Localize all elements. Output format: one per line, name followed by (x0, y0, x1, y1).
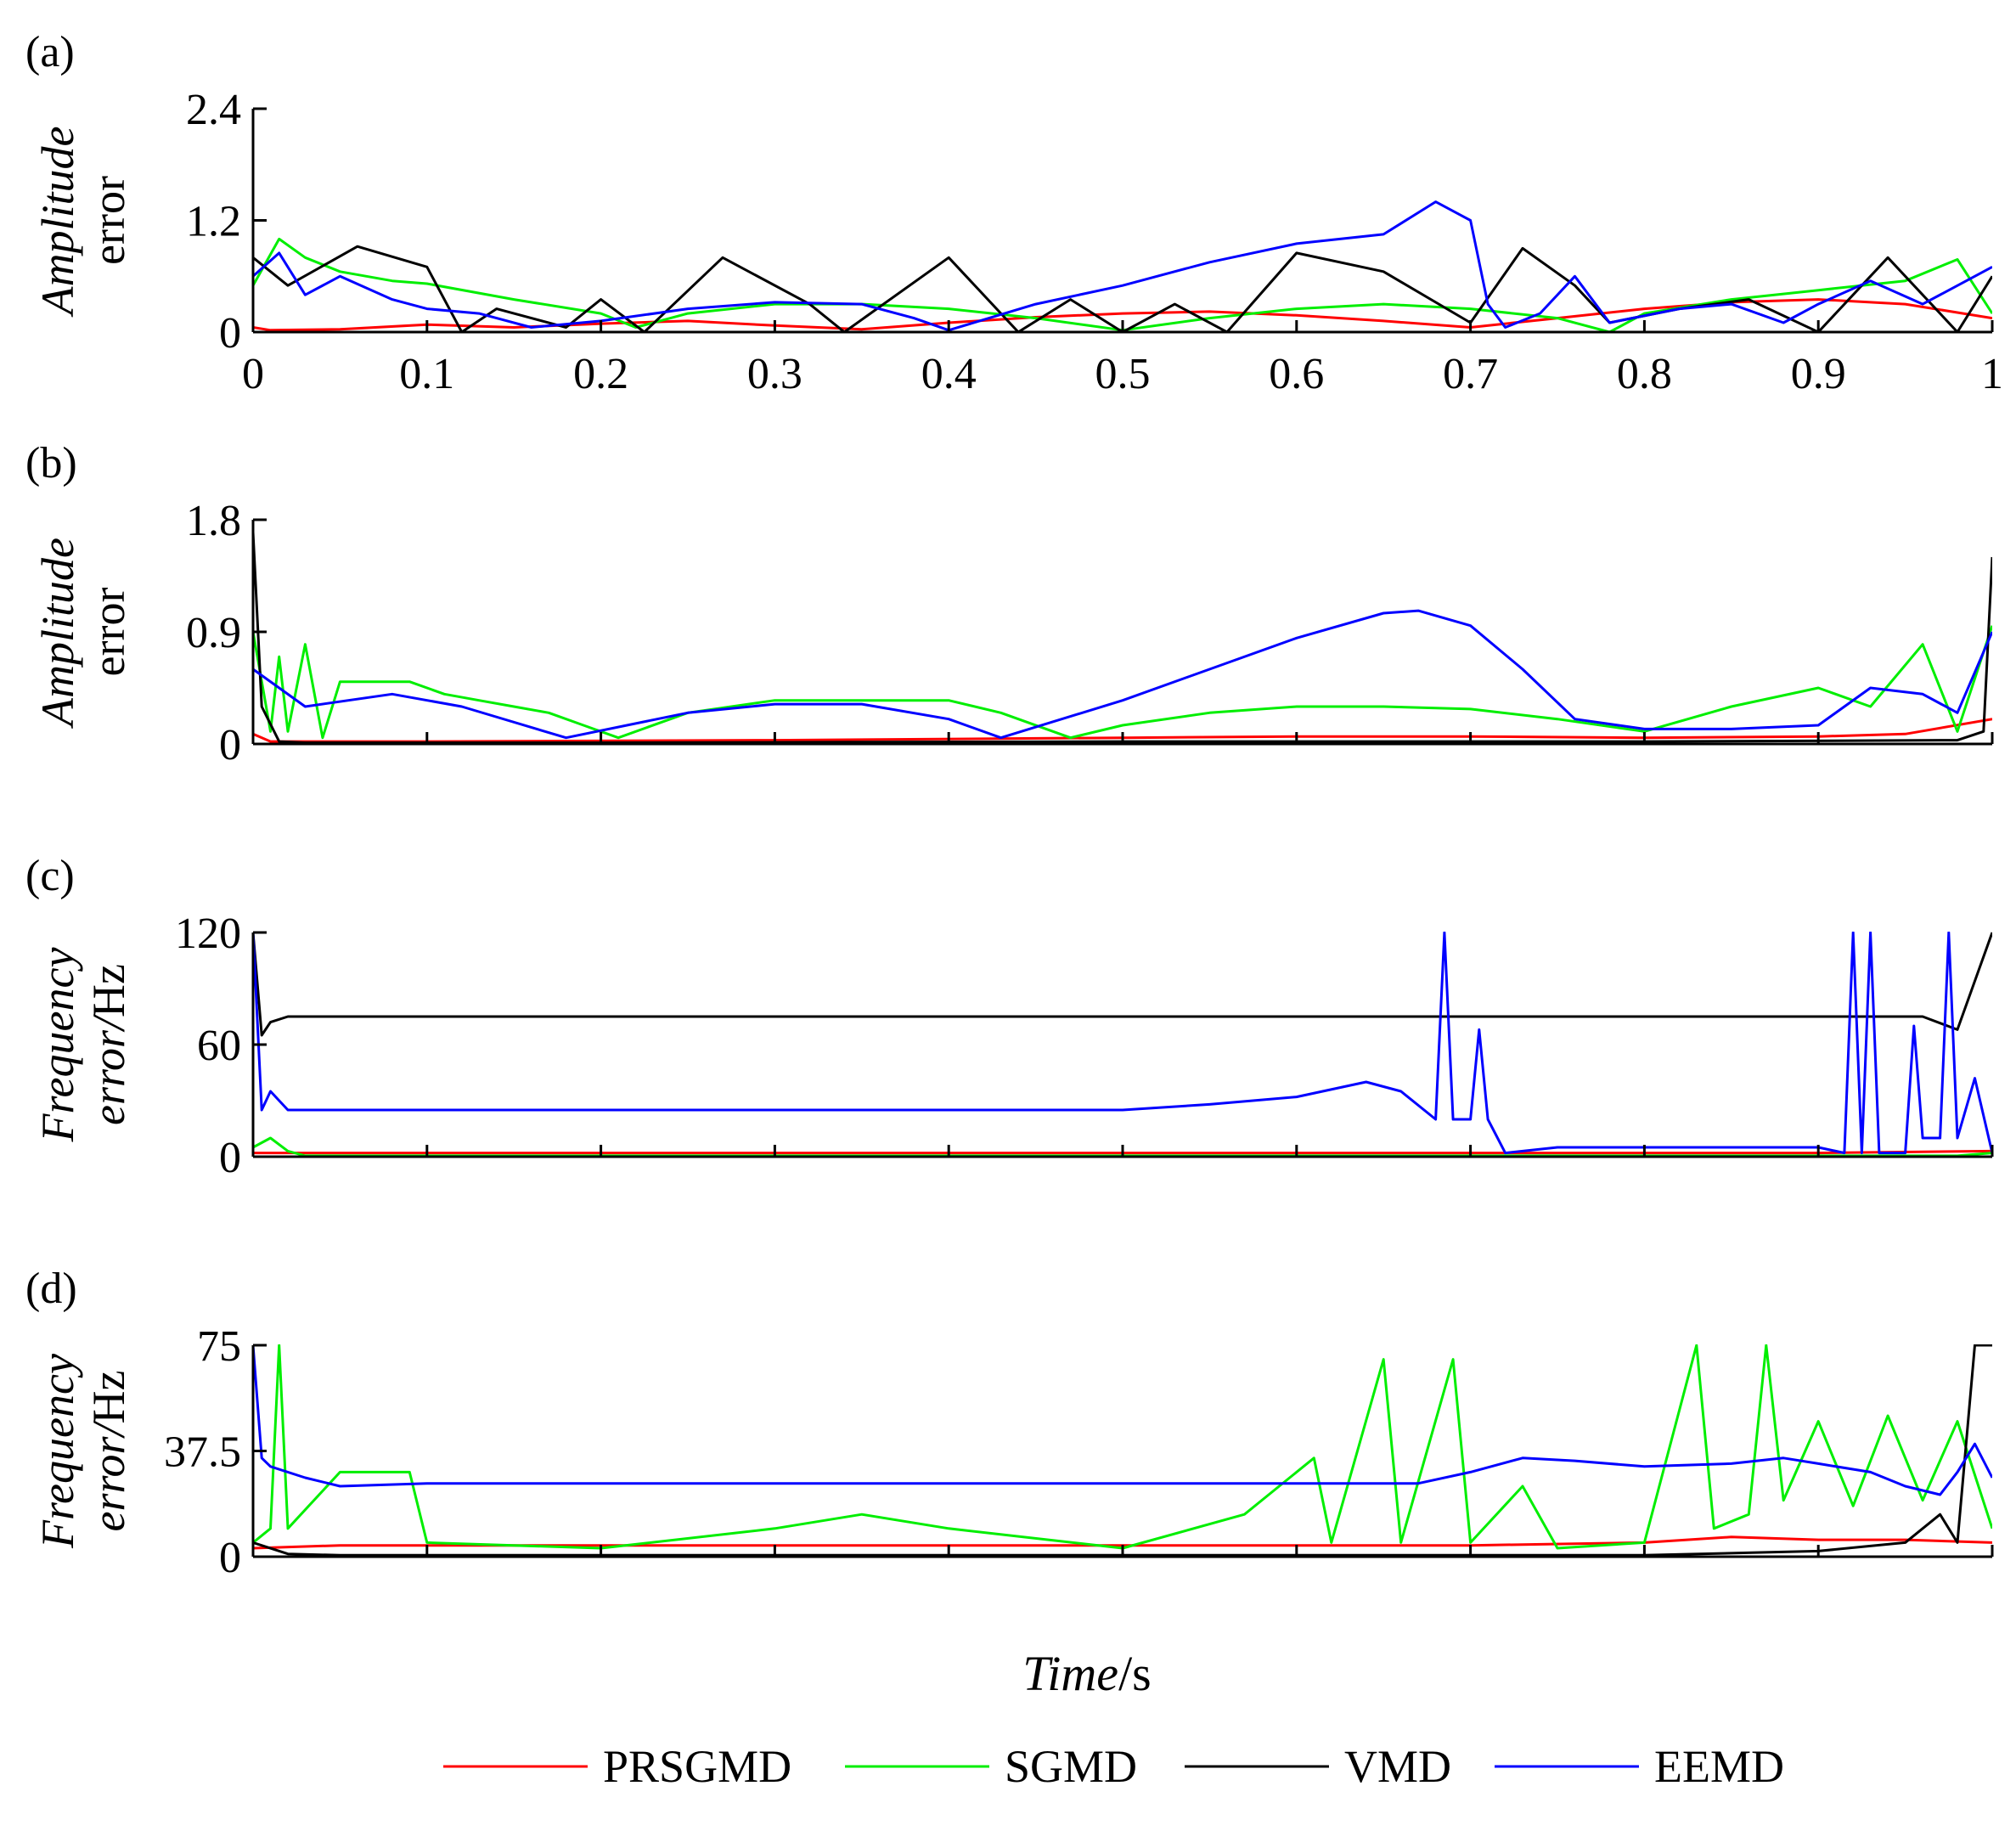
panel-label: (d) (25, 1265, 77, 1313)
series-line-sgmd (253, 1344, 1992, 1550)
legend-label: VMD (1344, 1741, 1451, 1792)
series-line-prsgmd (253, 1149, 1992, 1155)
series-line-eemd (253, 200, 1992, 332)
series-line-vmd (253, 932, 1992, 1037)
legend-item-eemd: EEMD (1495, 1741, 1784, 1792)
y-tick-label: 0 (219, 721, 241, 769)
x-tick-label: 0.4 (921, 350, 977, 398)
x-tick-label: 0.7 (1443, 350, 1498, 398)
x-tick-label: 0.6 (1269, 350, 1324, 398)
series-group (253, 932, 1992, 1158)
legend-item-vmd: VMD (1185, 1741, 1451, 1792)
panel-label: (b) (25, 439, 77, 487)
x-tick-label: 1 (1981, 350, 2003, 398)
y-axis-label-line2: error/Hz (83, 1371, 134, 1532)
y-tick-label: 1.2 (186, 198, 241, 246)
y-axis-label-line1: Frequency (32, 948, 83, 1143)
y-axis-label-line2-text: error (83, 588, 134, 677)
y-axis-label-line2: error (83, 176, 134, 265)
series-line-eemd (253, 1344, 1992, 1496)
panel-a: 0 1.2 2.4 0 0.1 0.2 0.3 0.4 0.5 0.6 0.7 0.8 0.9 1 (a) A… (25, 28, 2003, 398)
panel-label: (c) (25, 852, 75, 900)
panel-d: 0 37.5 75 (d) Frequency error/Hz (25, 1265, 1994, 1582)
legend: PRSGMD SGMD VMD EEMD (443, 1741, 1784, 1792)
x-tick-label: 0 (242, 350, 264, 398)
y-tick-label: 120 (175, 910, 241, 958)
y-tick-label: 0 (219, 309, 241, 358)
y-tick-label: 1.8 (186, 497, 241, 545)
y-axis-label-line2-text: error/ (83, 1419, 134, 1531)
y-tick-label: 0 (219, 1134, 241, 1182)
series-line-prsgmd (253, 1535, 1992, 1550)
y-axis-label-line1: Frequency (32, 1354, 83, 1549)
x-axis-label: Time/s (1022, 1646, 1152, 1701)
y-tick-label: 37.5 (164, 1428, 241, 1477)
y-tick-label: 2.4 (186, 86, 241, 134)
y-tick-label: 60 (197, 1022, 241, 1070)
legend-item-sgmd: SGMD (845, 1741, 1137, 1792)
legend-item-prsgmd: PRSGMD (443, 1741, 791, 1792)
series-group (253, 200, 1992, 333)
series-line-vmd (253, 245, 1992, 333)
y-axis-label-unit: Hz (83, 1371, 134, 1424)
legend-label: SGMD (1005, 1741, 1137, 1792)
series-line-vmd (253, 1344, 1992, 1557)
legend-label: PRSGMD (603, 1741, 791, 1792)
y-tick-label: 0.9 (186, 609, 241, 657)
y-tick-label: 0 (219, 1534, 241, 1582)
series-line-eemd (253, 932, 1992, 1155)
series-line-vmd (253, 532, 1992, 744)
y-axis-label-line1: Amplitude (32, 538, 83, 729)
panel-c: 0 60 120 (c) Frequency error/Hz (25, 852, 1994, 1182)
x-tick-label: 0.5 (1095, 350, 1151, 398)
x-tick-label: 0.1 (399, 350, 454, 398)
series-line-sgmd (253, 625, 1992, 740)
y-axis-label-line2: error/Hz (83, 964, 134, 1125)
x-tick-label: 0.2 (573, 350, 628, 398)
y-axis-label-line1: Amplitude (32, 127, 83, 318)
x-tick-label: 0.3 (747, 350, 802, 398)
panel-label: (a) (25, 28, 75, 76)
x-tick-label: 0.9 (1791, 350, 1846, 398)
series-group (253, 532, 1992, 744)
y-axis-label-line2-text: error/ (83, 1013, 134, 1125)
x-tick-label: 0.8 (1617, 350, 1672, 398)
series-group (253, 1344, 1992, 1557)
panels: 0 1.2 2.4 0 0.1 0.2 0.3 0.4 0.5 0.6 0.7 0.8 0.9 1 (a) A… (25, 28, 2003, 1582)
series-line-sgmd (253, 237, 1992, 333)
x-axis-label-name: Time (1022, 1646, 1118, 1701)
y-axis-label-line2-text: error (83, 176, 134, 265)
y-axis-label-unit: Hz (83, 964, 134, 1017)
series-line-eemd (253, 609, 1992, 740)
legend-label: EEMD (1654, 1741, 1784, 1792)
y-axis-label-line2: error (83, 588, 134, 677)
panel-b: 0 0.9 1.8 (b) Amplitude error (25, 439, 1994, 769)
y-tick-label: 75 (197, 1322, 241, 1371)
x-axis-label-unit: /s (1118, 1646, 1152, 1701)
